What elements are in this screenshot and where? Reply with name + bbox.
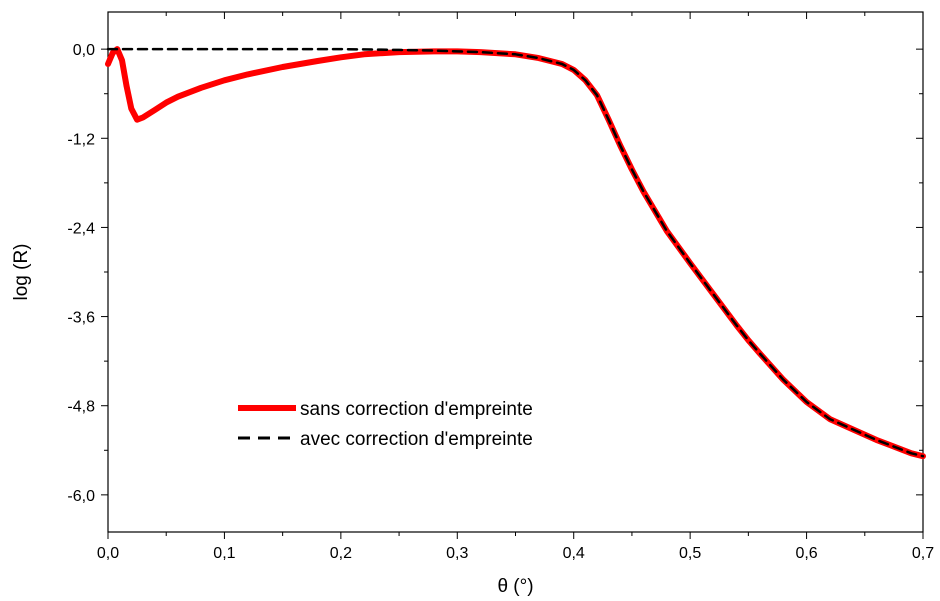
x-tick-label: 0,6	[795, 545, 817, 562]
ticks	[101, 12, 924, 539]
series-line-avec-correction	[106, 47, 925, 458]
x-tick-label: 0,0	[97, 545, 119, 562]
y-tick-label: -1,2	[67, 131, 95, 148]
plot-frame	[107, 11, 924, 533]
x-tick-label: 0,1	[213, 545, 235, 562]
x-tick-label: 0,5	[679, 545, 701, 562]
y-tick-label: 0,0	[73, 42, 95, 59]
series-layer	[105, 46, 926, 460]
x-axis-title: θ (°)	[497, 576, 533, 597]
legend-label-sans-correction: sans correction d'empreinte	[300, 399, 533, 420]
x-tick-label: 0,2	[330, 545, 352, 562]
y-tick-label: -2,4	[67, 220, 95, 237]
y-axis-title: log (R)	[11, 243, 32, 300]
series-line-sans-correction	[105, 46, 926, 460]
legend: sans correction d'empreinte avec correct…	[238, 399, 533, 450]
tick-labels: 0,0 0,1 0,2 0,3 0,4 0,5 0,6 0,7 0,0 -1,2 -2,4 -3,6 -…	[67, 42, 934, 562]
x-tick-label: 0,3	[446, 545, 468, 562]
y-tick-label: -6,0	[67, 488, 95, 505]
legend-label-avec-correction: avec correction d'empreinte	[300, 429, 533, 450]
y-tick-label: -3,6	[67, 310, 95, 327]
x-tick-label: 0,4	[563, 545, 585, 562]
x-tick-label: 0,7	[912, 545, 934, 562]
y-tick-label: -4,8	[67, 399, 95, 416]
